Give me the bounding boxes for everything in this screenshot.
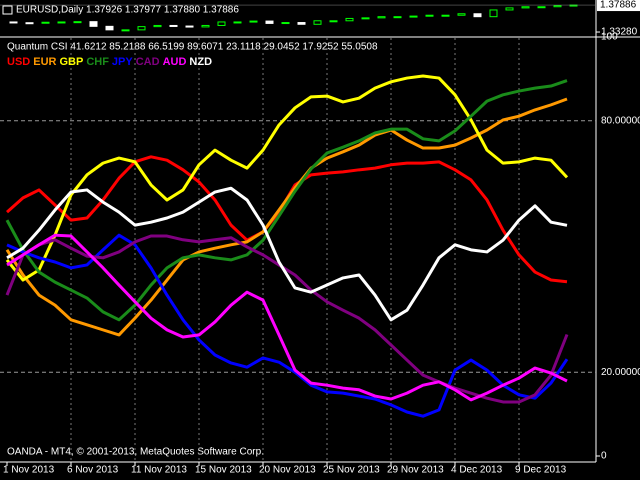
legend-entry: GBP bbox=[59, 56, 83, 68]
legend-entry: NZD bbox=[189, 56, 212, 68]
candle-body bbox=[89, 21, 98, 27]
candle-body bbox=[201, 24, 210, 28]
candle-body bbox=[73, 21, 82, 24]
x-tick-label: 4 Dec 2013 bbox=[451, 465, 503, 476]
series-line bbox=[6, 186, 568, 322]
legend-entry: JPY bbox=[112, 56, 133, 68]
series-line bbox=[5, 79, 568, 322]
last-price-label: 1.37886 bbox=[600, 0, 637, 11]
x-tick-label: 29 Nov 2013 bbox=[387, 465, 444, 476]
candle-body bbox=[361, 17, 370, 20]
series-line bbox=[5, 234, 569, 404]
candle-body bbox=[137, 26, 146, 31]
candle-body bbox=[297, 22, 306, 25]
legend-entry: CHF bbox=[86, 56, 109, 68]
legend-entry: AUD bbox=[163, 56, 187, 68]
candle-body bbox=[25, 22, 34, 25]
candle-body bbox=[441, 14, 450, 17]
candle-body bbox=[473, 13, 482, 18]
candle-body bbox=[105, 25, 114, 31]
candle-body bbox=[41, 21, 50, 24]
series-line bbox=[5, 97, 568, 337]
candle-body bbox=[57, 21, 66, 24]
last-price-box bbox=[597, 0, 640, 12]
candle-body bbox=[489, 9, 498, 18]
symbol-icon bbox=[2, 5, 13, 15]
x-tick-label: 15 Nov 2013 bbox=[195, 465, 252, 476]
candle-body bbox=[457, 13, 466, 16]
candle-body bbox=[425, 14, 434, 17]
candle-body bbox=[393, 16, 402, 19]
x-tick-label: 25 Nov 2013 bbox=[323, 465, 380, 476]
candle-body bbox=[249, 20, 258, 23]
level-label: 20.000000 bbox=[601, 367, 640, 378]
y-tick-label: 100 bbox=[601, 32, 618, 43]
candle-body bbox=[281, 22, 290, 25]
series-line bbox=[5, 74, 569, 282]
legend-entry: CAD bbox=[136, 56, 160, 68]
candle-body bbox=[9, 21, 18, 24]
candle-body bbox=[265, 20, 274, 24]
series-line bbox=[6, 233, 568, 402]
candle-body bbox=[377, 16, 386, 19]
candle-body bbox=[553, 5, 562, 8]
x-tick-label: 6 Nov 2013 bbox=[67, 465, 119, 476]
price-title: EURUSD,Daily 1.37926 1.37977 1.37880 1.3… bbox=[16, 5, 239, 16]
legend-entry: EUR bbox=[33, 56, 56, 68]
y-tick-label: 1.33280 bbox=[601, 27, 638, 38]
candle-body bbox=[153, 24, 162, 28]
x-tick-label: 11 Nov 2013 bbox=[131, 465, 187, 476]
candle-body bbox=[233, 21, 242, 24]
candle-body bbox=[329, 20, 338, 23]
legend-entry: USD bbox=[7, 56, 30, 68]
candle-body bbox=[345, 17, 354, 22]
candle-body bbox=[185, 25, 194, 28]
candle-body bbox=[121, 29, 130, 32]
level-label: 80.000000 bbox=[601, 115, 640, 126]
x-tick-label: 1 Nov 2013 bbox=[3, 465, 55, 476]
candle-body bbox=[169, 24, 178, 27]
candle-body bbox=[521, 6, 530, 9]
copyright: OANDA - MT4, © 2001-2013, MetaQuotes Sof… bbox=[7, 447, 264, 458]
y-tick-label: 0 bbox=[601, 451, 607, 462]
series-line bbox=[6, 233, 569, 418]
x-tick-label: 9 Dec 2013 bbox=[515, 465, 567, 476]
candle-body bbox=[505, 7, 514, 11]
candle-body bbox=[537, 6, 546, 9]
indicator-title: Quantum CSI 41.6212 85.2188 66.5199 89.6… bbox=[7, 42, 378, 53]
candle-body bbox=[217, 21, 226, 26]
candle-body bbox=[313, 20, 322, 25]
x-tick-label: 20 Nov 2013 bbox=[259, 465, 316, 476]
candle-body bbox=[409, 15, 418, 18]
